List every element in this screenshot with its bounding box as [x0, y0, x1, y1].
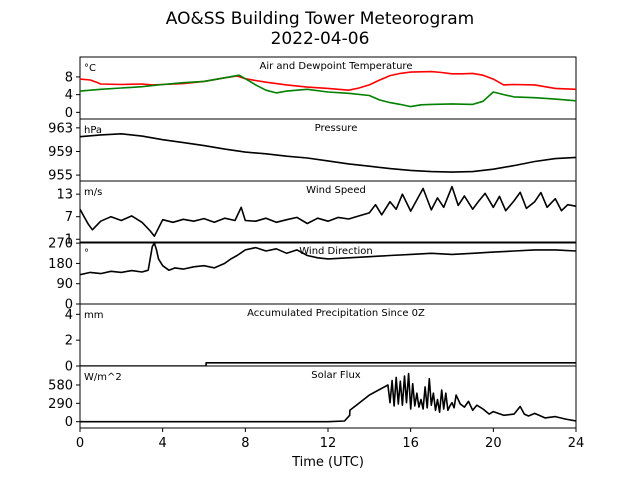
panel-title: Air and Dewpoint Temperature	[260, 61, 413, 72]
panel-title: Accumulated Precipitation Since 0Z	[247, 308, 425, 319]
panel-unit-label: W/m^2	[84, 372, 122, 383]
panel-title: Pressure	[315, 123, 358, 134]
panel-unit-label: °	[84, 248, 89, 259]
y-tick-label: 7	[65, 210, 73, 225]
x-tick-label: 4	[159, 436, 167, 451]
y-tick-label: 8	[65, 70, 73, 85]
y-tick-label: 0	[65, 298, 73, 313]
series-line-4-1	[80, 242, 576, 276]
y-tick-label: 2	[65, 334, 73, 349]
y-tick-label: 1	[65, 233, 73, 248]
y-tick-label: 4	[65, 308, 73, 323]
x-axis: 0 4 8 12 16 20 24	[76, 428, 584, 451]
y-tick-label: 4	[65, 88, 73, 103]
panel-4: 0 90 180 270 ° Wind Direction	[48, 237, 577, 313]
y-tick-label: 90	[56, 277, 73, 292]
panel-title: Solar Flux	[311, 370, 361, 381]
panels-group: 048°C Air and Dewpoint Temperature9559599…	[48, 56, 577, 430]
y-tick-label: 955	[48, 169, 73, 184]
y-tick-label: 963	[48, 121, 73, 136]
y-tick-label: 0	[65, 106, 73, 121]
y-tick-label: 0	[65, 415, 73, 430]
panel-unit-label: m/s	[84, 187, 102, 198]
series-line-1-1	[80, 70, 576, 91]
series-line-1-2	[80, 74, 576, 108]
x-tick-label: 24	[568, 436, 585, 451]
series-line-6-1	[80, 372, 576, 423]
chart-title: AO&SS Building Tower Meteorogram	[166, 9, 474, 29]
panel-unit-label: mm	[84, 310, 103, 321]
y-tick-label: 959	[48, 145, 73, 160]
x-tick-label: 16	[402, 436, 419, 451]
panel-frame	[79, 180, 577, 244]
x-tick-label: 12	[320, 436, 337, 451]
series-line-2-1	[80, 133, 576, 173]
panel-3: 1 7 13 m/s Wind Speed	[56, 180, 577, 248]
chart-subtitle: 2022-04-06	[271, 29, 370, 49]
x-tick-label: 20	[485, 436, 502, 451]
y-tick-label: 270	[48, 237, 73, 252]
y-tick-label: 13	[56, 188, 73, 203]
panel-unit-label: hPa	[84, 125, 102, 136]
x-axis-label: Time (UTC)	[291, 455, 364, 470]
y-tick-label: 580	[48, 378, 73, 393]
series-line-3-1	[80, 185, 576, 237]
y-tick-label: 290	[48, 397, 73, 412]
panel-1: 0 4 8 °C Air and Dewpoint Temperature	[65, 56, 577, 121]
panel-unit-label: °C	[84, 63, 96, 74]
y-tick-label: 0	[65, 360, 73, 375]
panel-6: 0 290 580 W/m^2 Solar Flux	[48, 365, 577, 430]
panel-2: 955 959 963 hPa Pressure	[48, 118, 577, 184]
panel-5: 0 2 4 mm Accumulated Precipitation Since 0Z	[65, 303, 577, 375]
series-line-5-1	[80, 361, 576, 366]
y-tick-label: 180	[48, 257, 73, 272]
x-tick-label: 0	[76, 436, 84, 451]
panel-title: Wind Speed	[306, 185, 366, 196]
panel-title: Wind Direction	[299, 246, 373, 257]
x-tick-label: 8	[241, 436, 249, 451]
